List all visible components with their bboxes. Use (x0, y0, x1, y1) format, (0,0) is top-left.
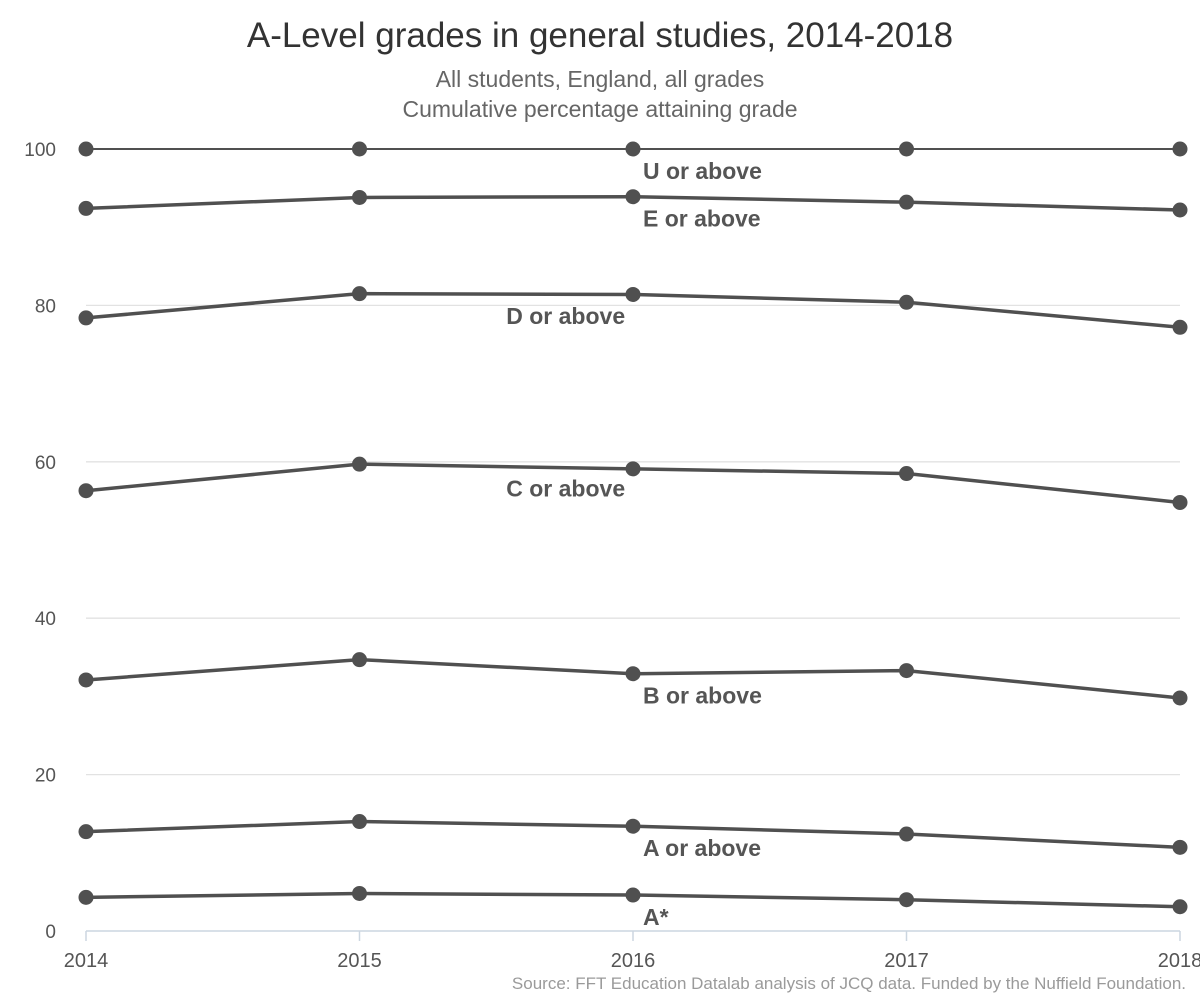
series-label: A* (643, 904, 669, 930)
data-point (78, 483, 94, 499)
data-point (1172, 494, 1188, 510)
data-point (78, 889, 94, 905)
chart-title: A-Level grades in general studies, 2014-… (246, 16, 954, 55)
series-label: U or above (643, 158, 762, 184)
series-label: C or above (506, 475, 625, 501)
x-tick-label: 2015 (337, 950, 382, 972)
data-point (78, 200, 94, 216)
data-point (625, 189, 641, 205)
data-point (625, 666, 641, 682)
series-label: D or above (506, 303, 625, 329)
data-point (899, 141, 914, 157)
x-tick-label: 2018 (1158, 950, 1200, 972)
data-point (1172, 319, 1188, 335)
data-point (625, 286, 641, 302)
data-point (352, 814, 367, 830)
data-point (1172, 899, 1188, 915)
data-point (625, 141, 641, 157)
data-point (899, 826, 914, 842)
x-tick-label: 2016 (611, 950, 656, 972)
series-lines (78, 141, 1188, 915)
data-point (78, 672, 94, 688)
data-point (1172, 839, 1188, 855)
x-axis-tick-labels: 2014 2015 2016 2017 2018 (64, 950, 1200, 972)
data-point (899, 466, 914, 482)
chart-subtitle-line-1: All students, England, all grades (435, 66, 765, 92)
data-point (899, 294, 914, 310)
data-point (1172, 690, 1188, 706)
data-point (1172, 141, 1188, 157)
y-tick-label: 0 (45, 922, 56, 943)
data-point (78, 141, 94, 157)
data-point (352, 286, 367, 302)
data-point (625, 887, 641, 903)
data-point (625, 818, 641, 834)
series-label: B or above (643, 683, 762, 709)
data-point (899, 663, 914, 679)
data-point (352, 189, 367, 205)
data-point (899, 194, 914, 210)
data-point (78, 310, 94, 326)
data-point (1172, 202, 1188, 218)
y-tick-label: 40 (35, 609, 56, 630)
data-point (352, 141, 367, 157)
y-tick-label: 20 (35, 766, 56, 787)
source-note: Source: FFT Education Datalab analysis o… (511, 974, 1186, 993)
series-labels: U or above E or above D or above C or above… (506, 158, 762, 930)
y-tick-label: 60 (35, 453, 56, 474)
data-point (352, 652, 367, 668)
chart-subtitle-line-2: Cumulative percentage attaining grade (402, 96, 798, 122)
x-tick-label: 2014 (64, 950, 109, 972)
data-point (625, 461, 641, 477)
data-point (352, 885, 367, 901)
x-axis (85, 930, 1181, 941)
series-label: A or above (643, 835, 761, 861)
data-point (899, 892, 914, 908)
x-tick-label: 2017 (884, 950, 929, 972)
data-point (352, 456, 367, 472)
y-tick-label: 80 (35, 296, 56, 317)
data-point (78, 824, 94, 840)
series-label: E or above (643, 206, 761, 232)
y-axis-tick-labels: 0 20 40 60 80 100 (24, 140, 56, 943)
y-tick-label: 100 (24, 140, 56, 161)
